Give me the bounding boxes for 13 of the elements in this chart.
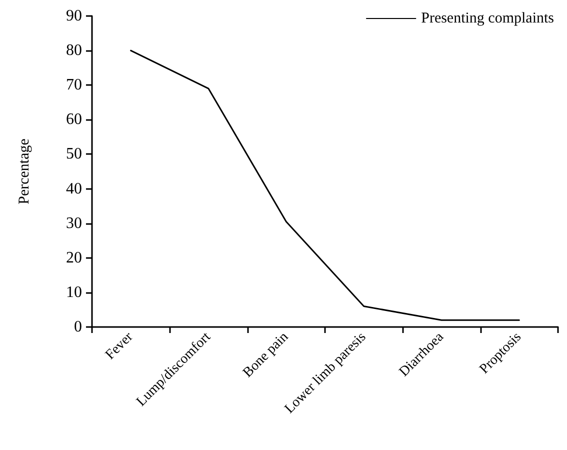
y-tick-label: 40 [66,180,82,198]
y-tick-label: 50 [66,146,82,163]
y-tick-label: 70 [66,76,82,94]
line-series [130,50,520,321]
y-tick-label: 0 [74,318,82,336]
legend-label: Presenting complaints [421,10,554,26]
y-tick-label: 20 [66,249,82,266]
y-tick-label: 30 [66,214,82,232]
y-tick-label: 10 [66,284,82,301]
y-tick-label: 60 [66,111,82,128]
y-tick-label: 90 [66,8,82,24]
y-tick-label: 80 [66,42,82,60]
y-axis-title: Percentage [16,138,32,204]
